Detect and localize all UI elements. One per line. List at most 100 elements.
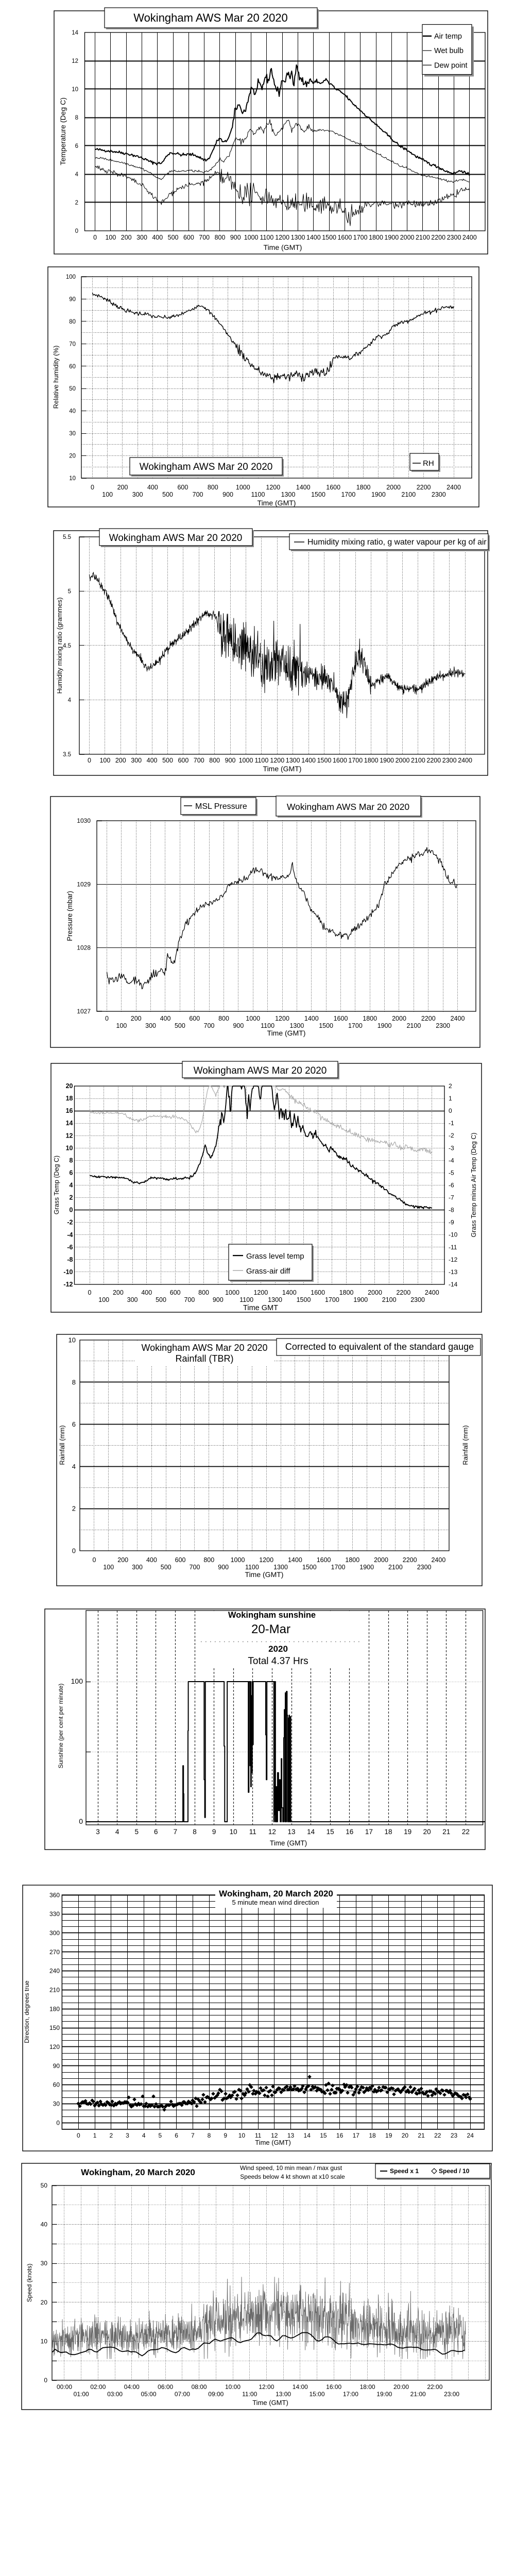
svg-text:22: 22 <box>434 2132 441 2139</box>
svg-text:Time (GMT): Time (GMT) <box>252 2399 288 2406</box>
svg-text:2300: 2300 <box>447 234 461 241</box>
svg-text:600: 600 <box>170 1289 181 1296</box>
svg-text:6: 6 <box>72 1420 76 1428</box>
svg-text:Time (GMT): Time (GMT) <box>258 499 296 507</box>
svg-text:14: 14 <box>307 1828 315 1836</box>
svg-text:Rainfall (TBR): Rainfall (TBR) <box>175 1353 233 1364</box>
svg-text:2400: 2400 <box>431 1556 445 1564</box>
svg-text:1800: 1800 <box>356 484 371 491</box>
svg-text:-6: -6 <box>67 1244 73 1251</box>
svg-text:1030: 1030 <box>77 817 91 824</box>
svg-text:1500: 1500 <box>322 234 336 241</box>
svg-text:1: 1 <box>449 1095 452 1102</box>
svg-text:1900: 1900 <box>377 1022 392 1029</box>
svg-text:400: 400 <box>147 484 158 491</box>
svg-text:800: 800 <box>198 1289 209 1296</box>
svg-text:0: 0 <box>93 1556 96 1564</box>
svg-text:100: 100 <box>105 234 116 241</box>
svg-text:14: 14 <box>304 2132 311 2139</box>
svg-text:-6: -6 <box>449 1182 454 1189</box>
svg-text:120: 120 <box>49 2043 60 2050</box>
svg-text:12: 12 <box>72 58 78 64</box>
svg-text:Wokingham AWS Mar 20 2020: Wokingham AWS Mar 20 2020 <box>141 1343 267 1353</box>
svg-text:Humidity mixing ratio, g water: Humidity mixing ratio, g water vapour pe… <box>307 538 487 547</box>
svg-text:03:00: 03:00 <box>107 2391 123 2398</box>
svg-text:-14: -14 <box>449 1281 458 1288</box>
svg-text:-13: -13 <box>449 1268 458 1276</box>
svg-text:700: 700 <box>194 757 204 764</box>
svg-text:24: 24 <box>467 2132 474 2139</box>
svg-text:500: 500 <box>162 757 173 764</box>
svg-text:300: 300 <box>49 1929 60 1937</box>
svg-text:6: 6 <box>175 2132 178 2139</box>
svg-text:500: 500 <box>168 234 179 241</box>
svg-text:1100: 1100 <box>260 234 273 241</box>
svg-text:600: 600 <box>177 484 188 491</box>
svg-text:08:00: 08:00 <box>192 2383 207 2391</box>
svg-text:8: 8 <box>75 115 78 121</box>
svg-text:40: 40 <box>41 2221 48 2228</box>
svg-text:13: 13 <box>287 2132 295 2139</box>
svg-text:0: 0 <box>88 1289 92 1296</box>
svg-text:Wokingham, 20 March 2020: Wokingham, 20 March 2020 <box>81 2167 195 2177</box>
svg-text:0: 0 <box>75 228 78 234</box>
svg-text:200: 200 <box>121 234 132 241</box>
svg-text:Wokingham AWS Mar 20 2020: Wokingham AWS Mar 20 2020 <box>140 462 273 472</box>
svg-text:2300: 2300 <box>432 491 446 498</box>
svg-text:90: 90 <box>69 297 76 303</box>
svg-text:2200: 2200 <box>431 234 445 241</box>
svg-text:20: 20 <box>41 2299 48 2306</box>
svg-text:4: 4 <box>75 172 79 178</box>
svg-text:1600: 1600 <box>311 1289 325 1296</box>
svg-text:40: 40 <box>69 409 76 415</box>
svg-text:Wokingham, 20 March 2020: Wokingham, 20 March 2020 <box>219 1889 333 1899</box>
svg-text:1500: 1500 <box>319 1022 333 1029</box>
svg-text:4: 4 <box>72 1463 76 1470</box>
svg-text:2300: 2300 <box>442 757 457 764</box>
svg-text:5.5: 5.5 <box>63 534 71 540</box>
svg-text:Humidity mixing ratio (grammes: Humidity mixing ratio (grammes) <box>56 597 63 693</box>
svg-text:1100: 1100 <box>261 1022 274 1029</box>
svg-text:Speeds below 4 kt shown at x10: Speeds below 4 kt shown at x10 scale <box>240 2173 345 2180</box>
svg-text:500: 500 <box>161 1564 171 1571</box>
svg-text:3: 3 <box>126 2132 129 2139</box>
svg-text:-5: -5 <box>449 1169 454 1176</box>
svg-text:0: 0 <box>91 484 94 491</box>
svg-text:180: 180 <box>49 2005 60 2012</box>
svg-text:30: 30 <box>53 2100 60 2108</box>
svg-text:4: 4 <box>68 698 72 704</box>
svg-text:2000: 2000 <box>374 1556 388 1564</box>
svg-text:Wokingham AWS Mar 20 2020: Wokingham AWS Mar 20 2020 <box>287 802 410 812</box>
svg-text:210: 210 <box>49 1987 60 1994</box>
svg-text:8: 8 <box>72 1378 76 1386</box>
svg-text:1800: 1800 <box>339 1289 354 1296</box>
svg-text:Time (GMT): Time (GMT) <box>255 2139 291 2146</box>
svg-text:Time (GMT): Time (GMT) <box>245 1570 284 1579</box>
svg-text:1000: 1000 <box>239 757 253 764</box>
svg-text:1300: 1300 <box>268 1296 282 1303</box>
svg-text:700: 700 <box>190 1564 200 1571</box>
svg-text:1700: 1700 <box>325 1296 339 1303</box>
svg-text:23: 23 <box>451 2132 458 2139</box>
svg-text:300: 300 <box>132 1564 143 1571</box>
svg-text:11: 11 <box>255 2132 262 2139</box>
svg-text:1300: 1300 <box>281 491 296 498</box>
svg-text:2200: 2200 <box>403 1556 417 1564</box>
svg-text:0: 0 <box>77 2132 80 2139</box>
svg-text:-7: -7 <box>449 1194 454 1201</box>
svg-text:1600: 1600 <box>337 234 352 241</box>
svg-text:2100: 2100 <box>388 1564 403 1571</box>
svg-text:400: 400 <box>146 1556 157 1564</box>
svg-text:600: 600 <box>189 1015 200 1022</box>
svg-text:70: 70 <box>69 341 76 347</box>
svg-text:1300: 1300 <box>273 1564 288 1571</box>
svg-text:8: 8 <box>193 1828 197 1836</box>
svg-text:Time GMT: Time GMT <box>243 1304 278 1312</box>
svg-text:1000: 1000 <box>225 1289 239 1296</box>
svg-text:-12: -12 <box>449 1256 458 1263</box>
svg-text:-8: -8 <box>67 1256 73 1263</box>
svg-text:1200: 1200 <box>259 1556 273 1564</box>
svg-text:900: 900 <box>230 234 241 241</box>
svg-text:200: 200 <box>117 1556 128 1564</box>
svg-text:200: 200 <box>131 1015 142 1022</box>
